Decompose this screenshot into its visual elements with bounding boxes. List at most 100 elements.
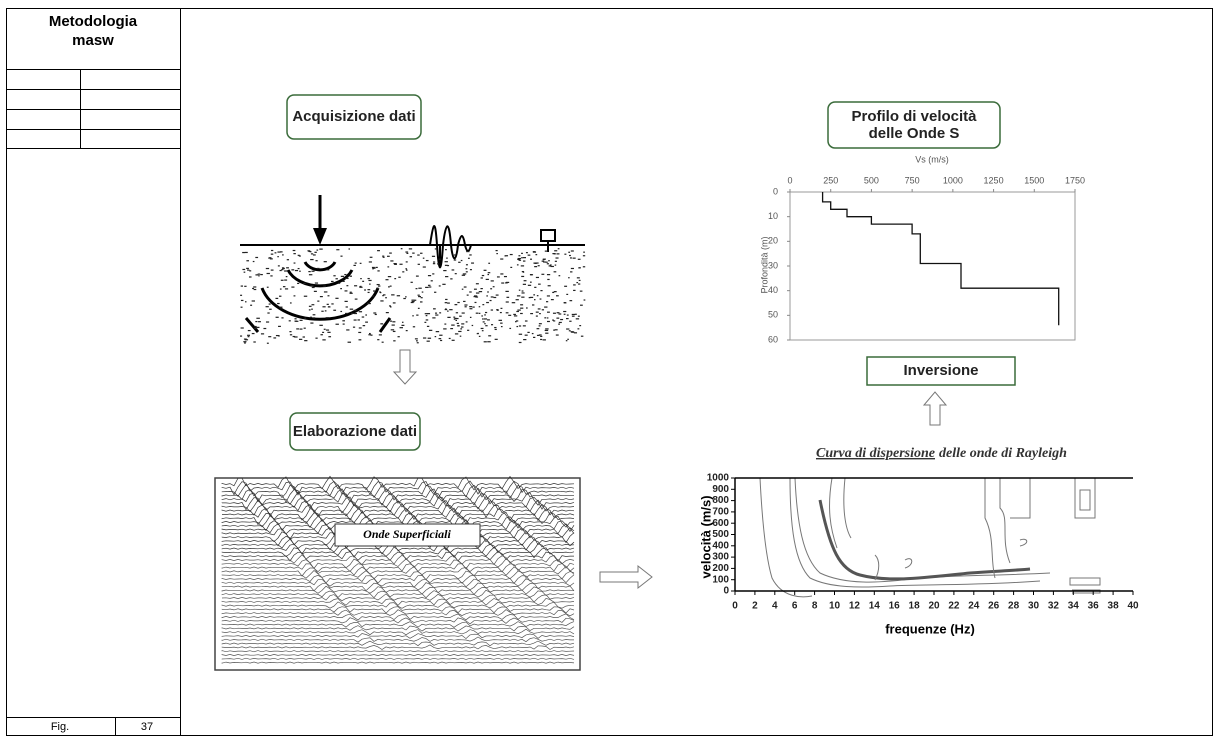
soil-dot (435, 331, 440, 333)
trace (221, 495, 575, 511)
soil-dot (254, 325, 257, 328)
soil-dot (281, 317, 284, 319)
soil-dot (419, 301, 423, 303)
soil-dot (518, 289, 521, 291)
soil-dot (434, 336, 437, 338)
soil-dot (417, 254, 420, 256)
soil-dot (303, 295, 308, 297)
trace (221, 499, 575, 514)
dispersion-title-underlined: Curva di dispersione (816, 446, 935, 461)
trace (221, 585, 575, 596)
soil-dot (342, 320, 345, 322)
soil-dot (412, 252, 415, 254)
soil-dot (466, 250, 470, 253)
soil-dot (500, 326, 503, 328)
soil-dot (465, 264, 468, 266)
soil-dot (482, 318, 484, 320)
soil-dot (538, 334, 542, 336)
soil-dot (445, 249, 447, 251)
soil-dot (269, 258, 273, 260)
soil-dot (578, 267, 581, 269)
soil-dot (382, 255, 385, 257)
soil-dot (432, 317, 436, 319)
soil-dot (515, 299, 519, 301)
soil-dot (487, 341, 491, 343)
soil-dot (417, 294, 420, 296)
soil-dot (469, 291, 472, 293)
soil-dot (377, 339, 380, 341)
soil-dot (583, 251, 585, 253)
x-tick-label: 20 (928, 601, 940, 612)
soil-dot (297, 267, 300, 270)
soil-dot (467, 257, 470, 259)
soil-dot (506, 296, 510, 298)
soil-dot (553, 291, 557, 293)
soil-dot (480, 288, 483, 290)
soil-dot (553, 329, 556, 331)
soil-dot (534, 299, 536, 301)
soil-dot (268, 336, 272, 338)
soil-dot (546, 301, 549, 303)
y-tick-label: 400 (712, 540, 729, 551)
soil-dot (467, 329, 470, 331)
soil-dot (292, 335, 296, 338)
soil-dot (308, 274, 313, 276)
soil-dot (401, 324, 405, 326)
soil-dot (268, 257, 270, 259)
soil-dot (380, 300, 384, 302)
soil-dot (435, 312, 438, 314)
soil-dot (249, 270, 252, 272)
soil-dot (362, 325, 366, 327)
soil-dot (388, 286, 390, 288)
soil-dot (243, 338, 247, 340)
soil-dot (405, 330, 408, 332)
soil-dot (421, 291, 424, 293)
soil-dot (505, 312, 509, 314)
soil-dot (367, 277, 370, 280)
soil-dot (416, 342, 419, 344)
soil-dot (390, 260, 394, 262)
soil-dot (469, 308, 473, 310)
soil-dot (442, 283, 446, 285)
soil-dot (538, 323, 542, 325)
acquisition-label: Acquisizione dati (292, 108, 415, 125)
trace (221, 483, 575, 500)
soil-dot (455, 312, 459, 314)
soil-dot (243, 271, 246, 273)
soil-dot (270, 253, 274, 255)
soil-dot (483, 341, 487, 343)
soil-dot (520, 307, 524, 309)
velocity-profile (821, 192, 1060, 326)
soil-dot (416, 314, 419, 316)
soil-dot (554, 260, 557, 262)
soil-dot (453, 318, 456, 320)
soil-dot (432, 263, 436, 265)
soil-dot (406, 252, 409, 254)
soil-dot (520, 312, 523, 315)
soil-dot (257, 273, 261, 275)
soil-dot (392, 330, 396, 333)
soil-dot (537, 308, 541, 310)
soil-dot (335, 278, 338, 280)
soil-dot (522, 325, 526, 327)
soil-dot (269, 257, 272, 259)
soil-dot (569, 257, 572, 259)
trace (221, 487, 575, 503)
soil-dot (304, 340, 308, 342)
soil-dot (478, 291, 483, 293)
soil-dot (515, 321, 517, 323)
trace (221, 613, 575, 621)
soil-dot (558, 275, 561, 277)
soil-dot (582, 266, 586, 268)
soil-dot (550, 265, 554, 268)
soil-dot (308, 305, 312, 307)
soil-dot (385, 279, 389, 281)
trace (221, 546, 575, 559)
soil-dot (521, 252, 523, 254)
soil-dot (454, 333, 459, 335)
soil-dot (548, 260, 550, 262)
soil-dot (543, 261, 546, 263)
soil-dot (415, 275, 419, 277)
soil-dot (473, 288, 477, 290)
soil-dot (411, 300, 415, 303)
